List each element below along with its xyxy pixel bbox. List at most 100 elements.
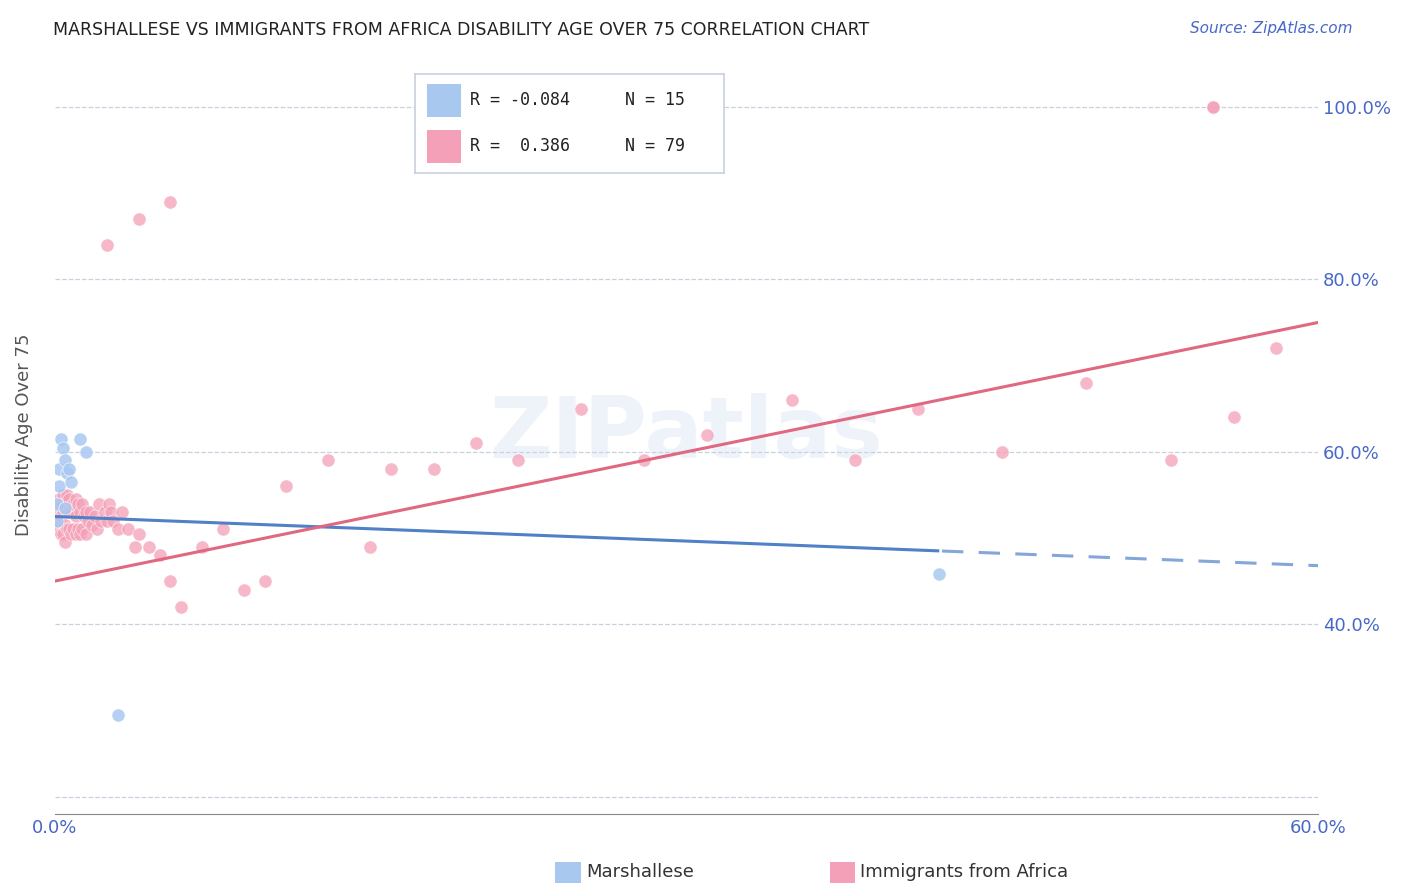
Text: ZIPatlas: ZIPatlas bbox=[489, 393, 883, 476]
Point bbox=[1076, 376, 1098, 390]
Point bbox=[991, 445, 1014, 459]
Point bbox=[52, 526, 75, 541]
Point bbox=[128, 526, 150, 541]
Point bbox=[90, 514, 112, 528]
Point bbox=[464, 436, 486, 450]
Point bbox=[82, 518, 104, 533]
Point bbox=[56, 488, 79, 502]
Point bbox=[844, 453, 866, 467]
Text: MARSHALLESE VS IMMIGRANTS FROM AFRICA DISABILITY AGE OVER 75 CORRELATION CHART: MARSHALLESE VS IMMIGRANTS FROM AFRICA DI… bbox=[53, 21, 870, 39]
Point bbox=[58, 523, 80, 537]
Point bbox=[48, 514, 70, 528]
Point bbox=[1223, 410, 1246, 425]
Point bbox=[60, 475, 83, 489]
Point bbox=[53, 518, 76, 533]
Point bbox=[1265, 342, 1288, 356]
Point bbox=[907, 401, 929, 416]
Point bbox=[66, 523, 89, 537]
Point bbox=[87, 497, 110, 511]
Point bbox=[149, 549, 172, 563]
Point bbox=[73, 509, 96, 524]
Point bbox=[58, 462, 80, 476]
Point bbox=[45, 497, 67, 511]
Point bbox=[70, 523, 93, 537]
Point bbox=[75, 505, 97, 519]
Point bbox=[66, 497, 89, 511]
Point bbox=[49, 526, 72, 541]
Point bbox=[94, 505, 117, 519]
Point bbox=[1202, 100, 1225, 114]
Point bbox=[212, 523, 235, 537]
Point bbox=[49, 497, 72, 511]
Point bbox=[58, 505, 80, 519]
Point bbox=[86, 523, 108, 537]
Point bbox=[103, 514, 125, 528]
Point bbox=[45, 514, 67, 528]
Point bbox=[52, 488, 75, 502]
Point bbox=[276, 479, 298, 493]
Point bbox=[159, 194, 181, 209]
Point bbox=[69, 505, 91, 519]
Point bbox=[96, 238, 118, 252]
Point bbox=[100, 505, 122, 519]
Point bbox=[318, 453, 340, 467]
Point bbox=[53, 500, 76, 515]
Point bbox=[62, 497, 84, 511]
Point bbox=[49, 432, 72, 446]
Point bbox=[53, 535, 76, 549]
Point bbox=[56, 523, 79, 537]
Point bbox=[56, 467, 79, 481]
Point bbox=[159, 574, 181, 589]
Point bbox=[117, 523, 139, 537]
Point bbox=[380, 462, 402, 476]
Point bbox=[124, 540, 146, 554]
Point bbox=[65, 492, 87, 507]
Point bbox=[359, 540, 381, 554]
Point bbox=[53, 500, 76, 515]
Point bbox=[1202, 100, 1225, 114]
Point bbox=[633, 453, 655, 467]
Point bbox=[780, 393, 803, 408]
Point bbox=[138, 540, 160, 554]
Point bbox=[60, 526, 83, 541]
Point bbox=[79, 505, 101, 519]
Point bbox=[254, 574, 277, 589]
Point bbox=[170, 600, 193, 615]
Point bbox=[107, 523, 129, 537]
Point bbox=[56, 505, 79, 519]
Point bbox=[53, 453, 76, 467]
Text: Immigrants from Africa: Immigrants from Africa bbox=[860, 863, 1069, 881]
Point bbox=[191, 540, 214, 554]
Point bbox=[62, 523, 84, 537]
Point bbox=[506, 453, 529, 467]
Point bbox=[107, 707, 129, 722]
Point bbox=[69, 526, 91, 541]
Point bbox=[111, 505, 134, 519]
Point bbox=[69, 432, 91, 446]
Point bbox=[422, 462, 444, 476]
Point bbox=[696, 427, 718, 442]
Point bbox=[52, 441, 75, 455]
Point bbox=[75, 445, 97, 459]
Point bbox=[49, 509, 72, 524]
Point bbox=[65, 526, 87, 541]
Point bbox=[233, 582, 256, 597]
Point bbox=[77, 514, 100, 528]
Point bbox=[96, 514, 118, 528]
Point bbox=[52, 505, 75, 519]
Point bbox=[1160, 453, 1182, 467]
Point bbox=[60, 505, 83, 519]
Point bbox=[128, 211, 150, 226]
Point bbox=[48, 492, 70, 507]
Point bbox=[569, 401, 592, 416]
Point bbox=[48, 479, 70, 493]
Text: Marshallese: Marshallese bbox=[586, 863, 695, 881]
Text: Source: ZipAtlas.com: Source: ZipAtlas.com bbox=[1189, 21, 1353, 37]
Point bbox=[83, 509, 105, 524]
Point bbox=[65, 509, 87, 524]
Point bbox=[58, 492, 80, 507]
Point bbox=[70, 497, 93, 511]
Point bbox=[75, 526, 97, 541]
Y-axis label: Disability Age Over 75: Disability Age Over 75 bbox=[15, 334, 32, 536]
Point bbox=[45, 505, 67, 519]
